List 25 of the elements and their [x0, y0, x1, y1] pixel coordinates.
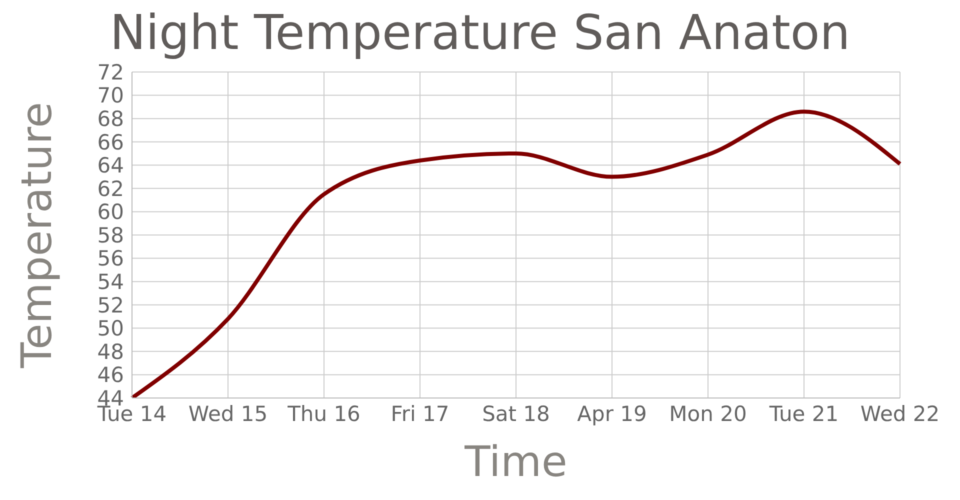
y-tick-label: 58	[97, 223, 124, 248]
y-tick-label: 48	[97, 340, 124, 364]
y-tick-label: 50	[97, 316, 124, 341]
y-tick-label: 64	[97, 154, 124, 178]
x-tick-label: Mon 20	[669, 402, 747, 426]
y-tick-label: 68	[97, 107, 124, 132]
x-tick-label: Thu 16	[286, 402, 360, 426]
y-tick-label: 72	[97, 60, 124, 84]
chart-title: Night Temperature San Anaton	[108, 5, 852, 61]
x-tick-label: Sat 18	[482, 402, 550, 426]
y-tick-label: 56	[97, 246, 124, 271]
y-tick-label: 52	[97, 293, 124, 318]
y-tick-label: 60	[97, 200, 124, 224]
y-tick-label: 62	[97, 176, 124, 201]
x-tick-label: Apr 19	[577, 402, 647, 426]
x-tick-label: Tue 21	[768, 402, 839, 426]
y-axis-title: Temperature	[12, 102, 61, 370]
x-tick-label: Wed 22	[860, 402, 940, 426]
y-tick-label: 70	[97, 84, 124, 108]
x-tick-label: Fri 17	[390, 402, 450, 426]
y-tick-label: 54	[97, 270, 124, 294]
x-tick-label: Wed 15	[188, 402, 268, 426]
x-axis-title: Time	[464, 437, 568, 486]
y-tick-label: 66	[97, 130, 124, 154]
y-tick-label: 46	[97, 363, 124, 388]
